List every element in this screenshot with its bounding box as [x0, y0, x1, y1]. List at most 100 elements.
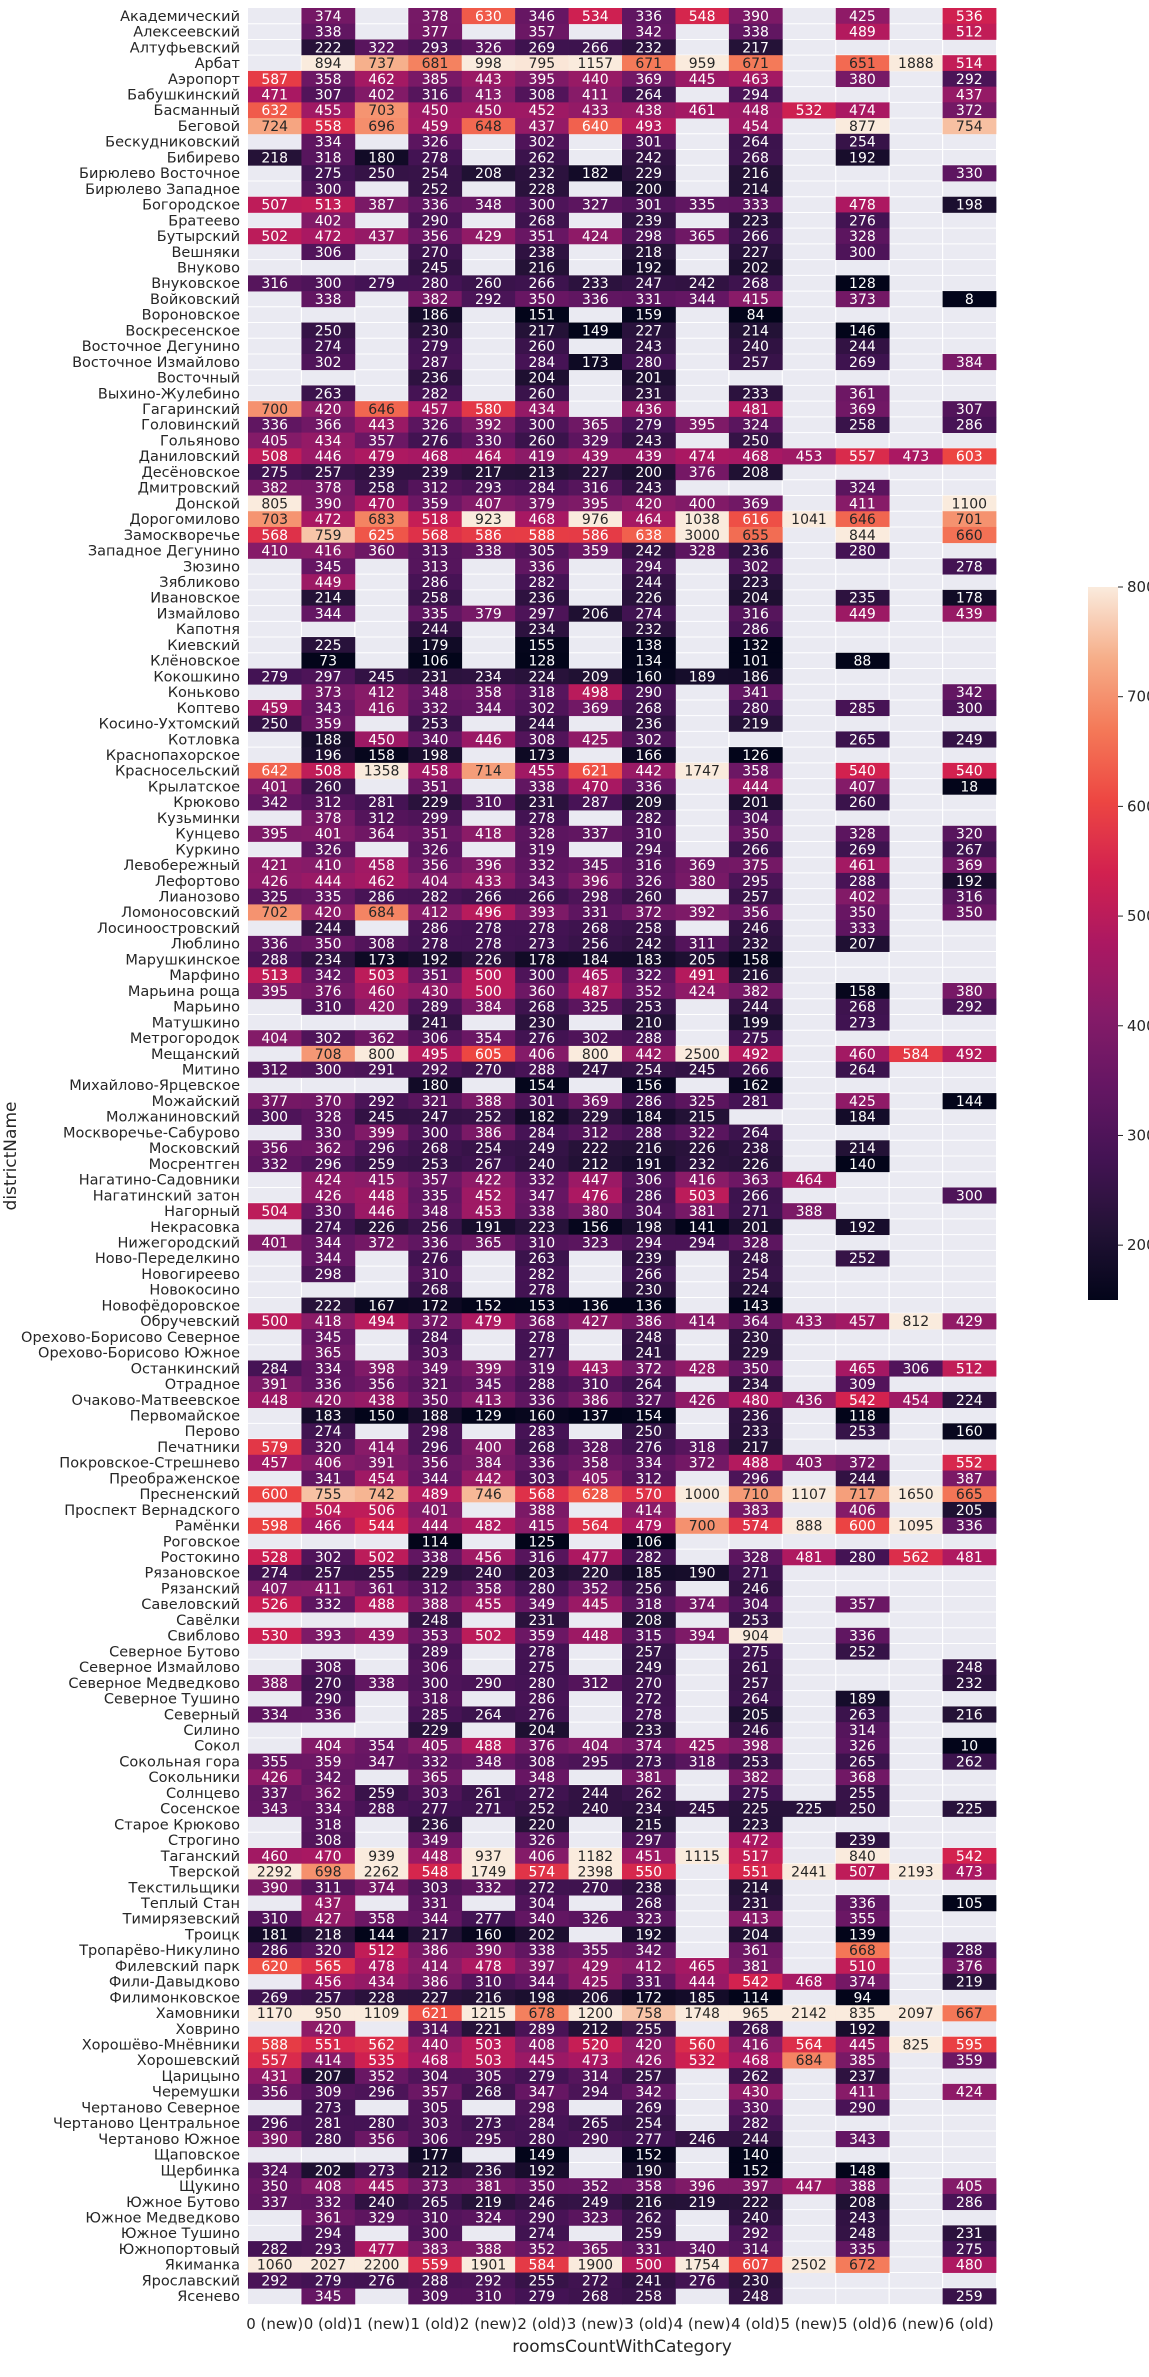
cell-value-label: 304 — [422, 2069, 449, 2085]
heatmap-cell — [835, 2036, 890, 2053]
cell-value-label: 149 — [582, 323, 609, 339]
y-tick-label: Матушкино — [152, 1015, 240, 1031]
cell-value-label: 1901 — [471, 2258, 507, 2274]
heatmap-cell — [301, 1989, 356, 2006]
heatmap-cell — [728, 1989, 783, 2006]
heatmap-cell — [515, 652, 569, 669]
y-tick-label: Метрогородок — [130, 1031, 240, 1047]
heatmap-cell — [248, 1486, 302, 1503]
cell-value-label: 264 — [742, 1692, 769, 1708]
heatmap-cell — [622, 794, 676, 811]
heatmap-cell — [675, 291, 730, 308]
heatmap-cell — [515, 1973, 569, 1990]
cell-value-label: 154 — [635, 1408, 662, 1424]
cell-value-label: 349 — [528, 1597, 555, 1613]
cell-value-label: 256 — [422, 1220, 449, 1236]
cell-value-label: 696 — [368, 119, 395, 135]
cell-value-label: 382 — [742, 1770, 769, 1786]
heatmap-cell — [301, 2068, 356, 2085]
cell-value-label: 375 — [742, 858, 769, 874]
cell-value-label: 498 — [582, 685, 609, 701]
heatmap-cell — [301, 1423, 356, 1440]
cell-value-label: 294 — [582, 2085, 609, 2101]
heatmap-cell — [622, 715, 676, 732]
cell-value-label: 243 — [635, 339, 662, 355]
cell-value-label: 380 — [689, 874, 716, 890]
heatmap-cell — [408, 2083, 463, 2100]
heatmap-cell — [835, 1360, 890, 1377]
heatmap-cell — [515, 385, 569, 402]
heatmap-cell — [301, 385, 356, 402]
heatmap-cell — [622, 857, 676, 874]
cell-value-label: 742 — [368, 1487, 395, 1503]
heatmap-cell — [301, 511, 356, 528]
cell-value-label: 264 — [742, 135, 769, 151]
heatmap-cell — [622, 39, 676, 56]
heatmap-cell — [942, 1454, 997, 1471]
heatmap-cell — [942, 2241, 997, 2258]
cell-value-label: 393 — [315, 1629, 342, 1645]
heatmap-cell — [568, 322, 623, 339]
cell-value-label: 411 — [582, 87, 609, 103]
cell-value-label: 446 — [475, 732, 502, 748]
cell-value-label: 304 — [635, 1204, 662, 1220]
cell-value-label: 105 — [956, 1896, 983, 1912]
cell-value-label: 256 — [635, 1581, 662, 1597]
cell-value-label: 160 — [528, 1408, 555, 1424]
heatmap-cell — [301, 935, 356, 952]
cell-value-label: 269 — [528, 40, 555, 56]
heatmap-cell — [568, 983, 623, 1000]
heatmap-cell — [835, 2162, 890, 2179]
cell-value-label: 270 — [635, 1676, 662, 1692]
cell-value-label: 268 — [742, 150, 769, 166]
heatmap-cell — [568, 762, 623, 779]
heatmap-cell — [568, 2193, 623, 2211]
y-tick-label: Ново-Переделкино — [95, 1251, 240, 1267]
heatmap-cell — [675, 2178, 730, 2195]
heatmap-cell — [568, 2178, 623, 2195]
heatmap-cell — [568, 1061, 623, 1078]
heatmap-cell — [622, 1816, 676, 1833]
cell-value-label: 355 — [582, 1943, 609, 1959]
heatmap-cell — [354, 2005, 409, 2022]
cell-value-label: 302 — [315, 1550, 342, 1566]
cell-value-label: 334 — [315, 135, 342, 151]
cell-value-label: 244 — [582, 1786, 609, 1802]
cell-value-label: 192 — [849, 150, 876, 166]
heatmap-cell — [675, 1958, 730, 1975]
heatmap-cell — [568, 1989, 623, 2006]
cell-value-label: 202 — [742, 260, 769, 276]
heatmap-cell — [515, 1800, 569, 1817]
cell-value-label: 455 — [528, 764, 555, 780]
heatmap-cell — [835, 1690, 890, 1707]
heatmap-cell — [622, 731, 676, 748]
heatmap-cell — [461, 2272, 516, 2289]
cell-value-label: 258 — [849, 418, 876, 434]
cell-value-label: 207 — [315, 2069, 342, 2085]
heatmap-cell — [835, 841, 890, 858]
y-tick-label: Бутырский — [157, 229, 240, 245]
cell-value-label: 655 — [742, 528, 769, 544]
heatmap-cell — [408, 1816, 463, 1833]
heatmap-cell — [568, 2256, 623, 2273]
heatmap-cell — [568, 1203, 623, 1220]
heatmap-cell — [461, 1753, 516, 1770]
cell-value-label: 356 — [422, 229, 449, 245]
cell-value-label: 283 — [528, 1424, 555, 1440]
heatmap-cell — [408, 1344, 463, 1361]
heatmap-cell — [461, 1171, 516, 1188]
cell-value-label: 436 — [635, 402, 662, 418]
heatmap-cell — [782, 1454, 837, 1471]
cell-value-label: 344 — [315, 1251, 342, 1267]
heatmap-cell — [301, 338, 356, 355]
heatmap-cell — [301, 605, 356, 622]
cell-value-label: 668 — [849, 1943, 876, 1959]
heatmap-cell — [301, 70, 356, 88]
cell-value-label: 420 — [635, 2038, 662, 2054]
cell-value-label: 222 — [582, 1141, 609, 1157]
cell-value-label: 403 — [796, 1456, 823, 1472]
heatmap-cell — [728, 306, 783, 323]
heatmap-cell — [675, 1596, 730, 1613]
cell-value-label: 415 — [368, 1173, 395, 1189]
heatmap-cell — [622, 1470, 676, 1487]
